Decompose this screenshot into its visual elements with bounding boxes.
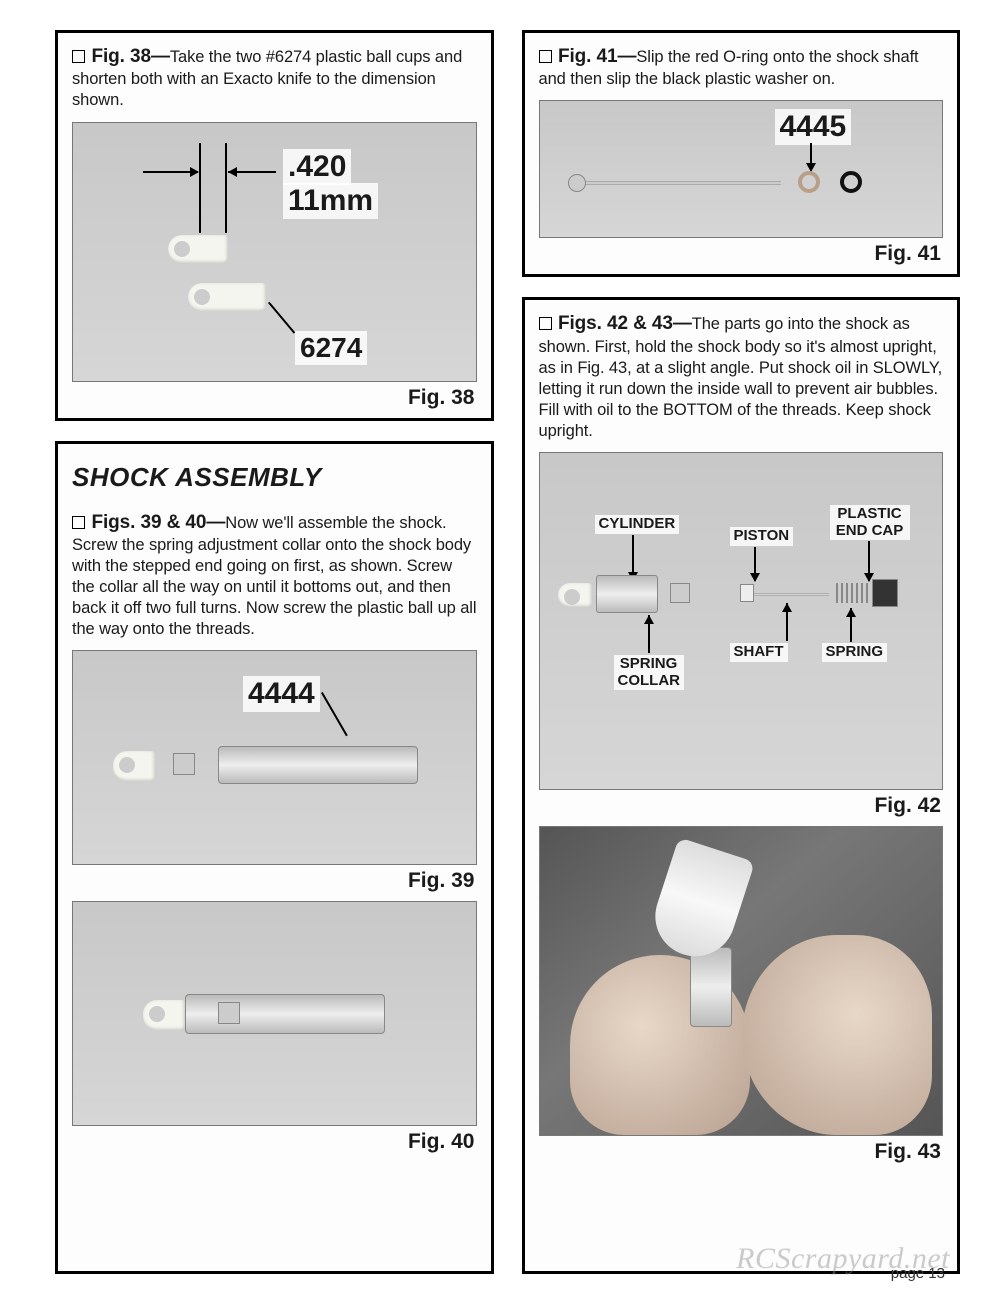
fig38-text: Fig. 38—Take the two #6274 plastic ball … xyxy=(72,45,477,112)
checkbox-icon xyxy=(539,317,552,330)
spring-42 xyxy=(836,583,870,603)
checkbox-icon xyxy=(72,516,85,529)
label-spring: SPRING xyxy=(822,643,888,662)
label-piston: PISTON xyxy=(730,527,794,546)
fig41-caption: Fig. 41 xyxy=(539,238,944,274)
callout-line-38 xyxy=(268,301,295,333)
ballcup-39 xyxy=(113,751,155,781)
fig38-lead: Fig. 38— xyxy=(91,46,169,67)
ballcup-40 xyxy=(143,1000,185,1030)
arrow-piston xyxy=(754,547,757,581)
panel-fig41: Fig. 41—Slip the red O-ring onto the sho… xyxy=(522,30,961,277)
cylinder-42 xyxy=(596,575,658,613)
label-endcap: PLASTIC END CAP xyxy=(830,505,910,540)
shaft-head xyxy=(568,174,586,192)
fig43-photo xyxy=(539,826,944,1136)
fig41-photo: 4445 xyxy=(539,100,944,238)
dim-mm: 11mm xyxy=(283,183,378,219)
fig40-photo xyxy=(72,901,477,1126)
washer-black xyxy=(840,171,862,193)
ballcup-42 xyxy=(558,583,592,607)
fig4243-text: Figs. 42 & 43—The parts go into the shoc… xyxy=(539,312,944,442)
fig3940-lead: Figs. 39 & 40— xyxy=(91,512,225,533)
arrow-4445 xyxy=(810,143,813,171)
manual-page: Fig. 38—Take the two #6274 plastic ball … xyxy=(0,0,1000,1294)
fig41-lead: Fig. 41— xyxy=(558,46,636,67)
shockbody-39 xyxy=(218,746,418,784)
section-title: SHOCK ASSEMBLY xyxy=(72,462,477,493)
collar-40 xyxy=(218,1002,240,1024)
dim-line1 xyxy=(199,143,201,233)
panel-shock-assembly: SHOCK ASSEMBLY Figs. 39 & 40—Now we'll a… xyxy=(55,441,494,1274)
checkbox-icon xyxy=(539,50,552,63)
dim-arrow-l xyxy=(228,171,276,174)
oil-bottle xyxy=(644,838,754,967)
fig38-caption: Fig. 38 xyxy=(72,382,477,418)
hand-right xyxy=(742,935,932,1135)
right-column: Fig. 41—Slip the red O-ring onto the sho… xyxy=(522,30,961,1274)
checkbox-icon xyxy=(72,50,85,63)
shock-shaft-41 xyxy=(586,181,781,185)
label-cylinder: CYLINDER xyxy=(595,515,680,534)
endcap-42 xyxy=(872,579,898,607)
piston-42 xyxy=(740,584,754,602)
arrow-spring xyxy=(850,608,853,642)
page-number: page 13 xyxy=(891,1265,945,1282)
panel-fig4243: Figs. 42 & 43—The parts go into the shoc… xyxy=(522,297,961,1274)
callout-line-39 xyxy=(321,692,348,736)
collar-39 xyxy=(173,753,195,775)
label-shaft: SHAFT xyxy=(730,643,788,662)
shock-upright xyxy=(690,947,732,1027)
fig42-photo: CYLINDER PISTON PLASTIC END CAP xyxy=(539,452,944,790)
fig43-caption: Fig. 43 xyxy=(539,1136,944,1172)
part-4445: 4445 xyxy=(775,109,852,145)
fig4243-lead: Figs. 42 & 43— xyxy=(558,313,692,334)
fig41-text: Fig. 41—Slip the red O-ring onto the sho… xyxy=(539,45,944,90)
arrow-shaft xyxy=(786,603,789,641)
fig39-photo: 4444 xyxy=(72,650,477,865)
ballcup-1 xyxy=(168,235,228,263)
fig39-caption: Fig. 39 xyxy=(72,865,477,901)
dim-inch: .420 xyxy=(283,149,351,185)
left-column: Fig. 38—Take the two #6274 plastic ball … xyxy=(55,30,494,1274)
label-collar: SPRING COLLAR xyxy=(614,655,684,690)
ballcup-2 xyxy=(188,283,266,311)
arrow-cyl xyxy=(632,535,635,580)
shockbody-40 xyxy=(185,994,385,1034)
fig42-caption: Fig. 42 xyxy=(539,790,944,826)
collar-42 xyxy=(670,583,690,603)
dim-arrow-r xyxy=(143,171,198,174)
panel-fig38: Fig. 38—Take the two #6274 plastic ball … xyxy=(55,30,494,421)
fig40-caption: Fig. 40 xyxy=(72,1126,477,1162)
arrow-collar xyxy=(648,615,651,653)
fig38-photo: .420 11mm 6274 xyxy=(72,122,477,382)
oring-red xyxy=(798,171,820,193)
arrow-endcap xyxy=(868,541,871,581)
shaft-42 xyxy=(754,593,829,596)
fig3940-text: Figs. 39 & 40—Now we'll assemble the sho… xyxy=(72,511,477,641)
dim-line2 xyxy=(225,143,227,233)
part-6274: 6274 xyxy=(295,331,367,365)
part-4444: 4444 xyxy=(243,676,320,712)
